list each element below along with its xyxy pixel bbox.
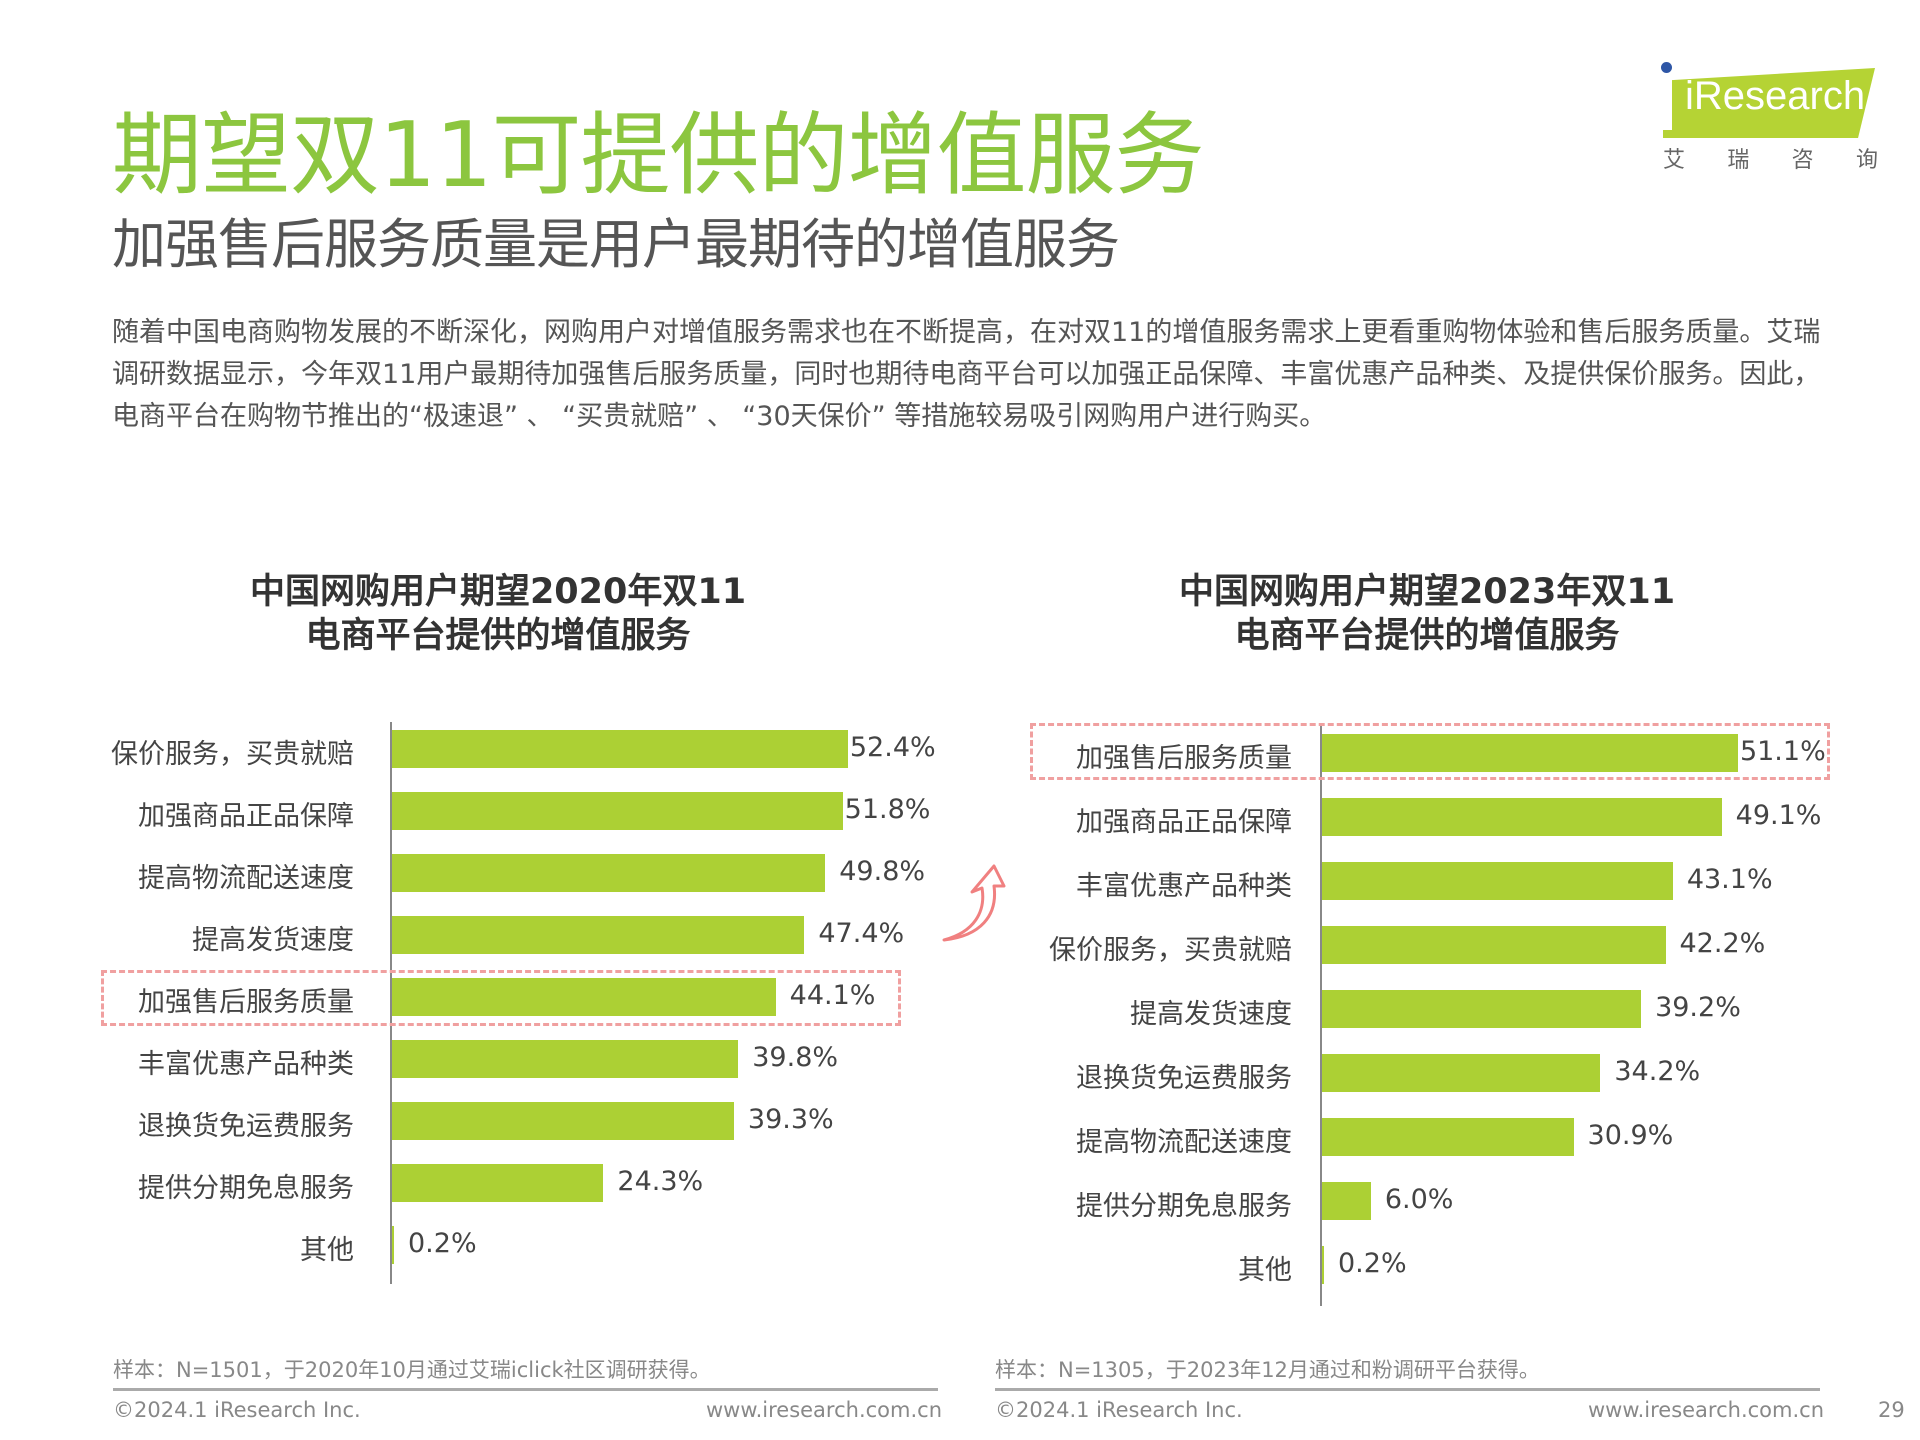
data-label: 49.1% [1735, 800, 1822, 831]
data-label: 49.8% [839, 856, 926, 887]
logo-cn-char: 瑞 [1727, 148, 1750, 173]
logo-cn-char: 咨 [1791, 148, 1814, 173]
logo-cn-char: 艾 [1663, 148, 1686, 173]
bar [1322, 862, 1673, 900]
category-label: 提高发货速度 [192, 925, 354, 956]
data-label: 39.3% [747, 1104, 834, 1135]
category-label: 退换货免运费服务 [138, 1111, 354, 1142]
category-label: 提高物流配送速度 [1076, 1127, 1292, 1158]
bar [392, 978, 776, 1016]
iresearch-logo: iResearch 艾 瑞 咨 询 [1655, 60, 1880, 173]
highlight-box-2020 [101, 970, 901, 1026]
logo-brand: iResearch [1685, 74, 1866, 118]
data-label: 24.3% [617, 1166, 704, 1197]
highlight-box-2023 [1030, 723, 1830, 780]
data-label: 34.2% [1614, 1056, 1701, 1087]
data-label: 6.0% [1384, 1184, 1454, 1215]
copyright: ©2024.1 iResearch Inc. [113, 1398, 361, 1422]
bar [1322, 1054, 1601, 1092]
data-label: 51.8% [844, 794, 931, 825]
category-label: 加强商品正品保障 [138, 801, 354, 832]
copyright: ©2024.1 iResearch Inc. [995, 1398, 1243, 1422]
category-label: 提供分期免息服务 [1076, 1191, 1292, 1222]
data-label: 51.1% [1739, 736, 1826, 767]
chart-axis [1320, 726, 1322, 1306]
page-subtitle: 加强售后服务质量是用户最期待的增值服务 [112, 213, 1120, 276]
bar [392, 854, 826, 892]
data-label: 44.1% [789, 980, 876, 1011]
category-label: 加强售后服务质量 [138, 987, 354, 1018]
chart-title-line: 电商平台提供的增值服务 [305, 616, 691, 656]
bar [392, 792, 843, 830]
bar [1322, 1118, 1574, 1156]
chart-title-line: 电商平台提供的增值服务 [1234, 616, 1620, 656]
data-label: 43.1% [1686, 864, 1773, 895]
data-label: 47.4% [818, 918, 905, 949]
bar [1322, 798, 1722, 836]
chart-title-line: 中国网购用户期望2020年双11 [249, 572, 747, 612]
footer-divider [113, 1388, 938, 1391]
category-label: 加强商品正品保障 [1076, 807, 1292, 838]
bar [1322, 1246, 1324, 1284]
bar [1322, 926, 1666, 964]
category-label: 丰富优惠产品种类 [1076, 871, 1292, 902]
data-label: 39.2% [1655, 992, 1741, 1023]
bar [392, 916, 805, 954]
bar [1322, 734, 1738, 772]
summary-paragraph: 随着中国电商购物发展的不断深化，网购用户对增值服务需求也在不断提高，在对双11的… [112, 317, 1821, 432]
bar [392, 1102, 734, 1140]
bar [392, 1040, 739, 1078]
data-label: 39.8% [752, 1042, 839, 1073]
page-number: 29 [1878, 1398, 1905, 1422]
data-label: 0.2% [1338, 1248, 1407, 1279]
category-label: 提供分期免息服务 [138, 1173, 354, 1204]
category-label: 丰富优惠产品种类 [138, 1049, 354, 1080]
chart-2023-title: 中国网购用户期望2023年双11 电商平台提供的增值服务 [1047, 570, 1807, 658]
page-title: 期望双11可提供的增值服务 [112, 103, 1205, 208]
sample-note-2020: 样本：N=1501，于2020年10月通过艾瑞iclick社区调研获得。 [113, 1358, 711, 1382]
data-label: 30.9% [1587, 1120, 1674, 1151]
category-label: 其他 [1238, 1255, 1292, 1286]
website-link[interactable]: www.iresearch.com.cn [706, 1398, 943, 1422]
chart-title-line: 中国网购用户期望2023年双11 [1178, 572, 1676, 612]
category-label: 保价服务，买贵就赔 [1049, 935, 1292, 966]
bar [1322, 1182, 1371, 1220]
trend-up-arrow-icon [942, 864, 1006, 942]
category-label: 加强售后服务质量 [1076, 743, 1292, 774]
category-label: 保价服务，买贵就赔 [111, 739, 354, 770]
logo-cn-char: 询 [1855, 148, 1878, 173]
bar [392, 1164, 604, 1202]
category-label: 退换货免运费服务 [1076, 1063, 1292, 1094]
bar [392, 730, 848, 768]
footer-divider [995, 1388, 1820, 1391]
data-label: 0.2% [408, 1228, 477, 1259]
data-label: 52.4% [849, 732, 936, 763]
chart-axis [390, 722, 392, 1284]
category-label: 提高发货速度 [1130, 999, 1292, 1030]
category-label: 其他 [300, 1235, 354, 1266]
website-link[interactable]: www.iresearch.com.cn [1588, 1398, 1825, 1422]
sample-note-2023: 样本：N=1305，于2023年12月通过和粉调研平台获得。 [995, 1358, 1540, 1382]
bar [392, 1226, 394, 1264]
chart-2020-title: 中国网购用户期望2020年双11 电商平台提供的增值服务 [118, 570, 878, 658]
data-label: 42.2% [1679, 928, 1766, 959]
category-label: 提高物流配送速度 [138, 863, 354, 894]
bar [1322, 990, 1642, 1028]
